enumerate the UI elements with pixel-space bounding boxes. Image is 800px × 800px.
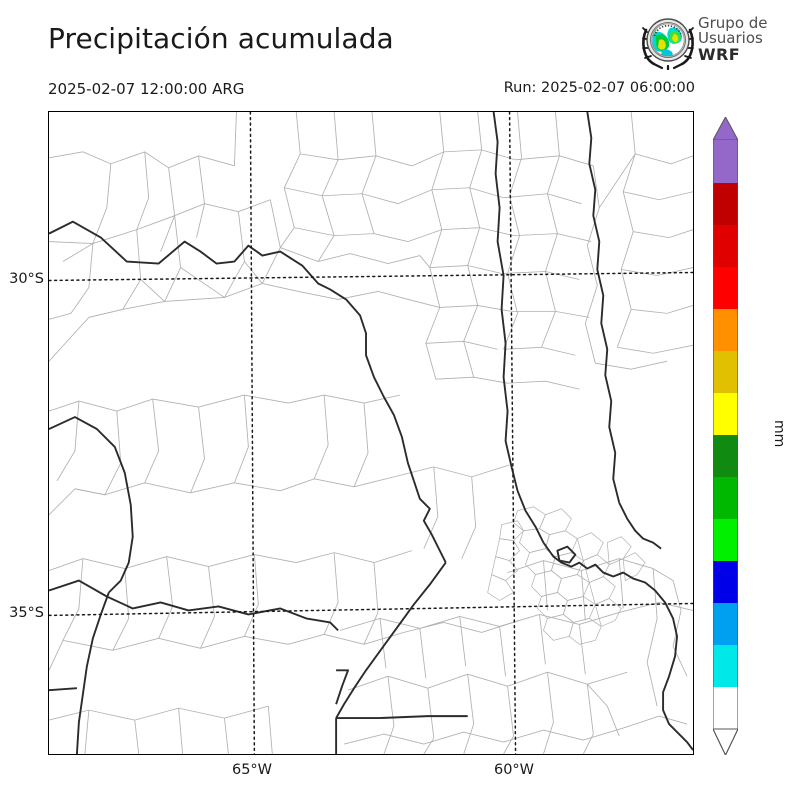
- colorbar-unit-label: mm: [771, 420, 787, 448]
- graticule-lon-65w: [249, 112, 256, 754]
- valid-time-label: 2025-02-07 12:00:00 ARG: [48, 80, 245, 98]
- logo-line-2: Usuarios: [698, 29, 763, 48]
- lon-tick-60w: 60°W: [493, 762, 535, 778]
- lat-tick-30s: 30°S: [9, 271, 44, 287]
- graticule: [49, 112, 693, 754]
- logo-line-1: Grupo de: [698, 14, 768, 32]
- colorbar[interactable]: 300.0 200.0 100.0 80.0 50.0 40.0 30.0 20…: [713, 117, 738, 755]
- province-borders: [49, 112, 693, 754]
- graticule-lon-60w: [508, 112, 517, 754]
- department-borders: [49, 112, 693, 754]
- logo-text: Grupo de Usuarios WRF: [698, 14, 768, 64]
- lon-tick-65w: 65°W: [231, 762, 273, 778]
- page-title: Precipitación acumulada: [48, 22, 394, 55]
- colorbar-swatches: [713, 117, 738, 755]
- run-time-label: Run: 2025-02-07 06:00:00: [503, 80, 695, 96]
- wrf-user-group-seal-icon: [642, 18, 694, 70]
- graticule-lat-35s: [49, 602, 693, 617]
- brand-logo: Grupo de Usuarios WRF: [640, 14, 796, 72]
- graticule-lat-30s: [49, 271, 693, 282]
- logo-line-3: WRF: [698, 44, 741, 64]
- map-canvas[interactable]: [48, 111, 694, 755]
- map-vector-layer: [49, 112, 693, 754]
- lat-tick-35s: 35°S: [9, 605, 44, 621]
